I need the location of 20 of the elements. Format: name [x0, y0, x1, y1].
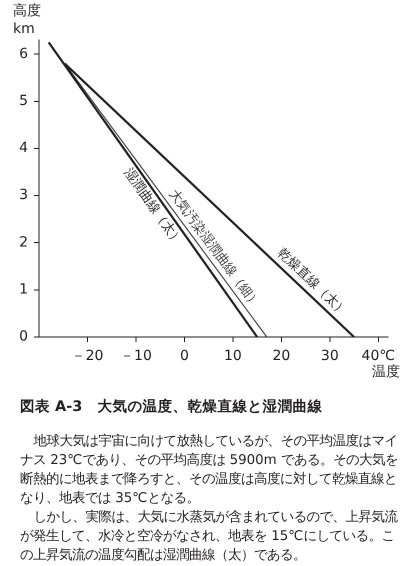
y-tick-label: 0	[19, 328, 28, 345]
x-tick-label: －10	[120, 348, 152, 364]
y-tick-label: 5	[19, 92, 28, 109]
x-tick-label: 0	[180, 348, 189, 364]
text: 図表 A‐3 大気の温度、乾燥直線と湿潤曲線	[20, 397, 322, 416]
x-tick-label: 10	[224, 348, 242, 364]
y-tick-label: 6	[19, 46, 28, 62]
y-tick-label: 2	[19, 234, 28, 250]
x-tick-label: 40℃	[362, 348, 396, 364]
x-tick-label: －20	[72, 348, 104, 364]
y-tick-label: 4	[19, 140, 28, 156]
text: 地球大気は宇宙に向けて放熱しているが、その平均温度はマイナス 23℃であり、その平均高度は 5900m である。その大気を断熱的に地表まで降ろすと、その温度は高度に対して乾燥直線となり、地表では 35℃となる。	[20, 432, 398, 508]
text: しかし、実際は、大気に水蒸気が含まれているので、上昇気流が発生して、水冷と空冷がなされ、地表を 15℃にしている。この上昇気流の温度勾配は湿潤曲線（太）である。	[20, 508, 398, 565]
x-axis-title: 温度	[372, 363, 400, 381]
x-tick-label: 20	[272, 348, 290, 364]
text: 乾燥直線（太）	[274, 246, 351, 320]
y-tick-label: 3	[19, 187, 28, 204]
y-axis-title: 高度 km	[13, 2, 42, 38]
y-tick-label: 1	[19, 282, 28, 298]
x-tick-label: 30	[320, 348, 339, 364]
